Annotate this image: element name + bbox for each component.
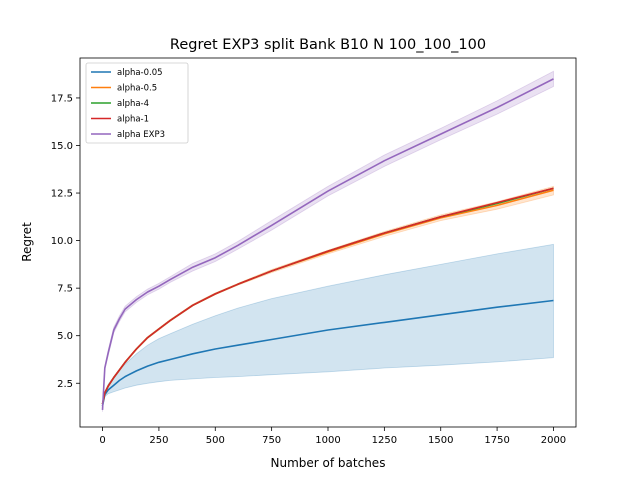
- band-alpha-0-05: [102, 243, 554, 409]
- y-axis-label: Regret: [20, 222, 34, 262]
- line-alpha-1: [101, 187, 554, 405]
- legend: alpha-0.05 alpha-0.5 alpha-4 alpha-1 alpha E…: [85, 62, 189, 144]
- x-tick-label: 500: [206, 435, 225, 446]
- y-tick-label: 12.5: [51, 189, 73, 200]
- line-alpha-0-05: [101, 299, 554, 407]
- x-axis: 0 250 500 750 1000 1250 1500 1750 2000: [99, 427, 566, 446]
- x-tick-label: 1750: [484, 435, 509, 446]
- x-tick-label: 250: [149, 435, 168, 446]
- series-lines: [101, 78, 554, 410]
- chart-title: Regret EXP3 split Bank B10 N 100_100_100: [170, 37, 486, 53]
- x-axis-label: Number of batches: [271, 456, 386, 470]
- x-tick-label: 1500: [428, 435, 453, 446]
- line-alpha-exp3: [101, 78, 554, 410]
- x-tick-label: 1000: [315, 435, 340, 446]
- y-tick-label: 15.0: [51, 141, 73, 152]
- x-tick-label: 0: [99, 435, 105, 446]
- y-tick-label: 17.5: [51, 93, 73, 104]
- band-alpha-exp3: [102, 70, 554, 412]
- legend-label-alpha-4: alpha-4: [117, 99, 149, 109]
- y-tick-label: 7.5: [57, 284, 73, 295]
- y-axis: 2.5 5.0 7.5 10.0 12.5 15.0 17.5: [51, 93, 80, 390]
- legend-label-alpha-0-05: alpha-0.05: [117, 68, 163, 78]
- x-tick-label: 2000: [541, 435, 566, 446]
- legend-label-alpha-1: alpha-1: [117, 115, 149, 125]
- y-tick-label: 5.0: [57, 331, 73, 342]
- legend-box: [85, 62, 189, 144]
- legend-label-alpha-0-5: alpha-0.5: [117, 84, 157, 94]
- y-tick-label: 2.5: [57, 379, 73, 390]
- y-tick-label: 10.0: [51, 236, 73, 247]
- x-tick-label: 1250: [372, 435, 397, 446]
- x-tick-label: 750: [262, 435, 281, 446]
- legend-label-alpha-exp3: alpha EXP3: [117, 130, 165, 140]
